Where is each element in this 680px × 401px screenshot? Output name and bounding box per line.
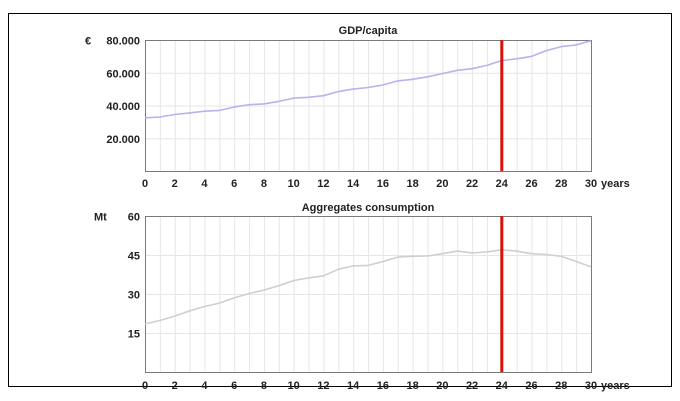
chart-1-x-tick-label: 20 [436,178,448,190]
chart-1-x-tick-label: 0 [142,178,148,190]
chart-1-x-tick-label: 6 [231,178,237,190]
figure-border [8,13,672,387]
chart-1-y-tick-label: 40.000 [106,101,140,113]
chart-1-y-tick-label: 80.000 [106,36,140,48]
chart-1-x-tick-label: 2 [172,178,178,190]
chart-2-y-tick-label: 15 [128,329,140,341]
chart-2-x-tick-label: 26 [525,380,537,392]
chart-1-x-tick-label: 26 [525,178,537,190]
chart-2-y-unit-label: Mt [94,212,107,224]
chart-1-title: GDP/capita [339,25,399,37]
chart-1-y-tick-label: 60.000 [106,68,140,80]
chart-2-x-tick-label: 0 [142,380,148,392]
chart-2-title: Aggregates consumption [302,202,435,214]
chart-2-y-tick-label: 60 [128,212,140,224]
chart-1-x-tick-label: 24 [496,178,509,190]
chart-1-x-tick-label: 14 [347,178,360,190]
chart-2-x-tick-label: 14 [347,380,360,392]
chart-2-x-tick-label: 28 [555,380,567,392]
chart-1-x-tick-label: 18 [406,178,418,190]
chart-2-x-tick-label: 12 [317,380,329,392]
chart-2-x-tick-label: 6 [231,380,237,392]
chart-2-x-tick-label: 24 [496,380,509,392]
chart-2-x-tick-label: 30 [585,380,597,392]
chart-2-x-tick-label: 8 [261,380,267,392]
chart-1-x-tick-label: 30 [585,178,597,190]
chart-1-x-axis-label: years [601,178,630,190]
chart-2-plot-frame [145,216,592,373]
chart-2-x-tick-label: 10 [288,380,300,392]
chart-1-x-tick-label: 28 [555,178,567,190]
chart-2-x-tick-label: 16 [377,380,389,392]
chart-2-series-line [144,249,592,325]
chart-1-x-tick-label: 22 [466,178,478,190]
chart-2-x-tick-label: 4 [201,380,208,392]
chart-2-y-tick-label: 45 [128,251,140,263]
chart-1-x-tick-label: 4 [201,178,208,190]
chart-1-plot-frame [145,40,592,172]
chart-1-x-tick-label: 12 [317,178,329,190]
chart-2-x-tick-label: 22 [466,380,478,392]
chart-1-y-tick-label: 20.000 [106,134,140,146]
chart-2-x-tick-label: 20 [436,380,448,392]
chart-2-y-tick-label: 30 [128,290,140,302]
chart-1-y-unit-label: € [85,36,91,48]
chart-2-x-tick-label: 2 [172,380,178,392]
chart-1-x-tick-label: 10 [288,178,300,190]
chart-1-series-line [144,40,592,119]
chart-1-x-tick-label: 16 [377,178,389,190]
chart-2-x-axis-label: years [601,380,630,392]
chart-2-x-tick-label: 18 [406,380,418,392]
chart-1-x-tick-label: 8 [261,178,267,190]
